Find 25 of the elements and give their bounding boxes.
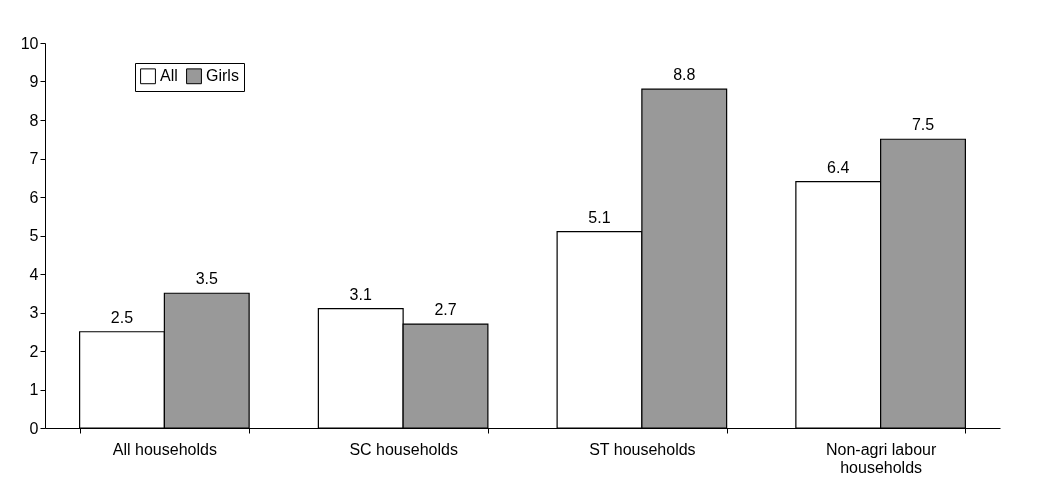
data-label: 5.1 (588, 208, 611, 226)
data-label: 2.5 (110, 308, 134, 326)
y-tick-label: 9 (29, 73, 39, 90)
legend-label: All (160, 67, 178, 85)
y-tick-label: 7 (29, 150, 39, 167)
legend-label: Girls (206, 67, 239, 85)
data-label: 7.5 (911, 116, 935, 134)
y-tick-label: 6 (29, 188, 39, 206)
x-tick-label: All households (112, 440, 217, 458)
data-label: 3.1 (349, 285, 372, 303)
data-label: 2.7 (434, 301, 457, 319)
data-label: 6.4 (827, 158, 850, 176)
y-tick-label: 4 (29, 265, 39, 283)
y-tick-label: 3 (29, 304, 39, 321)
x-tick-label: SC households (349, 440, 458, 458)
data-label: 8.8 (673, 66, 696, 84)
y-tick-label: 5 (29, 227, 39, 244)
y-tick-label: 10 (20, 34, 39, 52)
y-tick-label: 1 (29, 381, 39, 398)
y-tick-label: 8 (29, 111, 39, 129)
x-tick-label: Non-agri labour households (825, 440, 937, 476)
data-label: 3.5 (195, 270, 218, 288)
y-tick-label: 0 (29, 419, 39, 437)
y-tick-label: 2 (29, 342, 39, 360)
x-tick-label: ST households (589, 440, 696, 458)
